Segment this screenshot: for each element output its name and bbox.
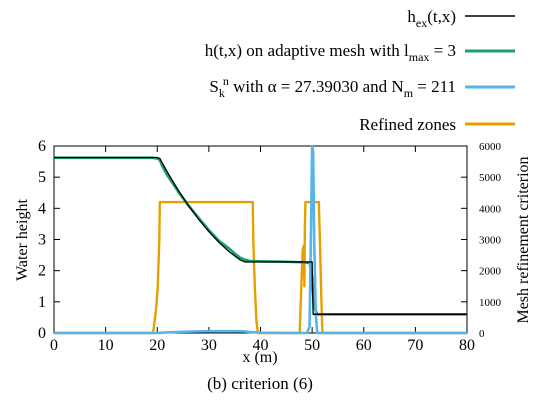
y-axis-title: Water height xyxy=(14,199,31,281)
series-line-adaptive xyxy=(54,156,467,316)
y-tick-label: 4 xyxy=(38,200,46,217)
y2-tick-label: 1000 xyxy=(479,297,502,309)
y-tick-label: 3 xyxy=(38,232,46,249)
series-line-refined-zones xyxy=(54,200,467,335)
series-line-criterion xyxy=(54,144,467,335)
y2-tick-label: 3000 xyxy=(479,235,502,247)
x-tick-label: 70 xyxy=(407,337,423,354)
legend-label-criterion: Skn with α = 27.39030 and Nm = 211 xyxy=(209,74,456,100)
y-tick-label: 0 xyxy=(38,325,46,342)
x-tick-label: 30 xyxy=(201,337,217,354)
x-tick-label: 60 xyxy=(356,337,372,354)
y-tick-label: 2 xyxy=(38,263,46,280)
y2-tick-label: 0 xyxy=(479,328,485,340)
axis-ticks: 0 10 20 30 40 50 60 70 8001234560100020003000400… xyxy=(38,138,502,354)
legend-label-adaptive: h(t,x) on adaptive mesh with lmax = 3 xyxy=(205,41,456,64)
x-tick-label: 80 xyxy=(459,337,475,354)
x-tick-label: 0 xyxy=(50,337,58,354)
legend: hex(t,x) h(t,x) on adaptive mesh with lm… xyxy=(205,7,515,134)
y-tick-label: 1 xyxy=(38,294,46,311)
y2-axis-title: Mesh refinement criterion xyxy=(515,156,532,323)
y2-tick-label: 5000 xyxy=(479,172,502,184)
figure-caption: (b) criterion (6) xyxy=(207,374,313,393)
y-tick-label: 6 xyxy=(38,138,46,155)
legend-label-refined: Refined zones xyxy=(359,115,456,134)
plot-frame xyxy=(53,145,468,334)
legend-label-exact: hex(t,x) xyxy=(407,7,456,30)
series-line-exact xyxy=(54,156,467,315)
x-axis-title: x (m) xyxy=(242,349,277,366)
y-tick-label: 5 xyxy=(38,169,46,186)
x-tick-label: 50 xyxy=(304,337,320,354)
x-tick-label: 40 xyxy=(253,337,269,354)
series-group xyxy=(54,144,467,335)
y2-tick-label: 6000 xyxy=(479,141,502,153)
x-tick-label: 10 xyxy=(98,337,114,354)
x-tick-label: 20 xyxy=(149,337,165,354)
y2-tick-label: 4000 xyxy=(479,203,502,215)
y2-tick-label: 2000 xyxy=(479,266,502,278)
